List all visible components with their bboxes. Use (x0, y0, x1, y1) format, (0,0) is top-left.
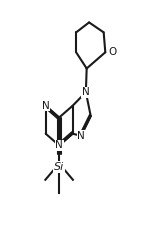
Text: N: N (82, 87, 90, 97)
Text: N: N (77, 131, 85, 141)
Text: N: N (55, 140, 63, 150)
Text: O: O (109, 47, 117, 57)
Text: N: N (42, 101, 50, 111)
Text: Si: Si (54, 162, 64, 172)
